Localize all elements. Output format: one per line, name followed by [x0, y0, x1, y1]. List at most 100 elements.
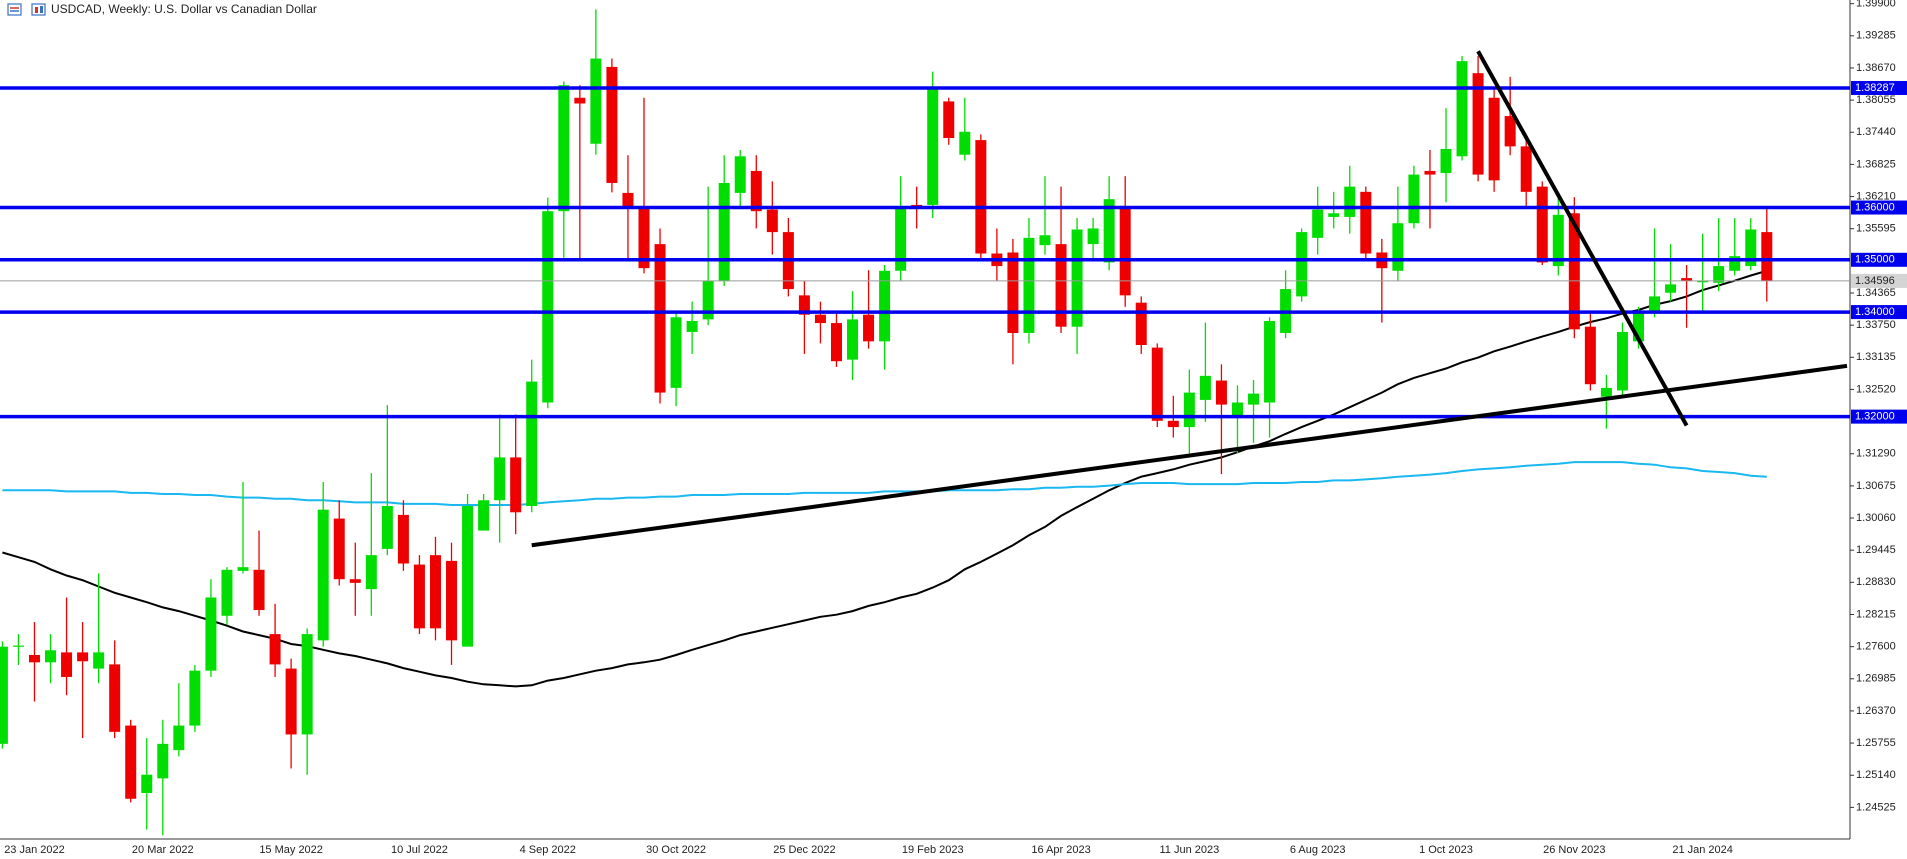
candle-body: [975, 140, 987, 254]
candle-body: [173, 725, 185, 751]
candle-body: [397, 514, 409, 564]
candle-body: [526, 381, 538, 507]
candle-body: [494, 457, 506, 501]
candle-body: [895, 207, 907, 271]
candle-body: [125, 725, 137, 799]
candle-body: [429, 555, 441, 629]
candle-body: [1488, 97, 1500, 181]
level-label: 1.36000: [1855, 201, 1895, 213]
candle-body: [317, 509, 329, 641]
candle-body: [606, 66, 618, 183]
y-tick-label: 1.35595: [1856, 223, 1896, 235]
candle-body: [0, 646, 8, 744]
candle-body: [654, 244, 666, 393]
candle-body: [1328, 213, 1340, 217]
candle-body: [1424, 170, 1436, 175]
candle-body: [734, 156, 746, 193]
x-tick-label: 10 Jul 2022: [391, 844, 448, 856]
level-label: 1.35000: [1855, 254, 1895, 266]
candle-body: [1248, 393, 1260, 405]
icon-chart: [31, 3, 46, 16]
candle-body: [1440, 148, 1452, 174]
level-label: 1.34000: [1855, 306, 1895, 318]
candle-body: [285, 668, 297, 735]
y-tick-label: 1.37440: [1856, 126, 1896, 138]
candle-body: [237, 567, 249, 571]
candle-body: [1745, 229, 1757, 267]
y-tick-label: 1.38670: [1856, 62, 1896, 74]
candle-body: [381, 506, 393, 549]
candle-body: [1023, 237, 1035, 333]
candle-body: [1616, 331, 1628, 391]
candle-body: [574, 97, 586, 104]
candle-body: [221, 569, 233, 616]
y-tick-label: 1.24525: [1856, 801, 1896, 813]
candle-body: [349, 579, 361, 583]
candle-body: [1264, 320, 1276, 403]
candle-body: [943, 101, 955, 139]
y-tick-label: 1.25140: [1856, 769, 1896, 781]
candle-body: [1119, 207, 1131, 296]
y-tick-label: 1.38055: [1856, 94, 1896, 106]
y-tick-label: 1.31290: [1856, 448, 1896, 460]
candle-body: [1681, 278, 1693, 281]
x-tick-label: 23 Jan 2022: [4, 844, 65, 856]
x-tick-label: 19 Feb 2023: [902, 844, 964, 856]
candle-body: [1135, 302, 1147, 346]
candle-body: [45, 650, 57, 663]
candle-body: [510, 457, 522, 513]
x-tick-label: 30 Oct 2022: [646, 844, 706, 856]
candle-body: [413, 564, 425, 629]
candle-body: [1103, 199, 1115, 263]
candle-body: [1055, 244, 1067, 327]
chart-title: USDCAD, Weekly: U.S. Dollar vs Canadian …: [51, 2, 317, 16]
trendline: [531, 363, 1848, 548]
candle-body: [702, 280, 714, 320]
candle-body: [1713, 266, 1725, 283]
level-label-box: [1851, 80, 1907, 95]
y-tick-label: 1.32520: [1856, 383, 1896, 395]
x-tick-label: 15 May 2022: [259, 844, 323, 856]
candle-body: [766, 209, 778, 233]
candle-body: [1584, 326, 1596, 385]
icon-chart-bar: [40, 6, 43, 13]
candle-body: [1392, 223, 1404, 271]
candle-body: [365, 555, 377, 590]
candle-body: [1552, 214, 1564, 267]
level-label: 1.38287: [1855, 82, 1895, 94]
candle-body: [1360, 191, 1372, 254]
trendline: [1476, 50, 1689, 427]
candle-body: [814, 314, 826, 324]
candle-body: [12, 645, 24, 647]
y-tick-label: 1.39900: [1856, 0, 1896, 10]
x-tick-label: 16 Apr 2023: [1031, 844, 1090, 856]
candle-body: [253, 569, 265, 611]
candle-body: [1312, 209, 1324, 238]
current-price-label: 1.34596: [1855, 275, 1895, 287]
level-label-box: [1851, 409, 1907, 424]
candle-body: [478, 500, 490, 531]
y-tick-label: 1.26985: [1856, 673, 1896, 685]
x-tick-label: 20 Mar 2022: [132, 844, 194, 856]
candle-body: [462, 506, 474, 647]
candle-body: [157, 743, 169, 779]
candle-body: [1520, 146, 1532, 192]
candle-body: [93, 652, 105, 669]
candle-body: [1408, 174, 1420, 224]
candle-body: [141, 774, 153, 793]
moving-average: [2, 461, 1767, 506]
candle-body: [205, 597, 217, 671]
candle-body: [109, 664, 121, 732]
y-tick-label: 1.30060: [1856, 512, 1896, 524]
moving-average: [2, 269, 1768, 688]
candle-body: [333, 518, 345, 580]
x-tick-label: 25 Dec 2022: [773, 844, 835, 856]
level-label-box: [1851, 305, 1907, 320]
level-label-box: [1851, 200, 1907, 215]
current-price-box: [1851, 273, 1907, 288]
x-tick-label: 1 Oct 2023: [1419, 844, 1473, 856]
y-tick-label: 1.28215: [1856, 608, 1896, 620]
x-tick-label: 4 Sep 2022: [520, 844, 576, 856]
